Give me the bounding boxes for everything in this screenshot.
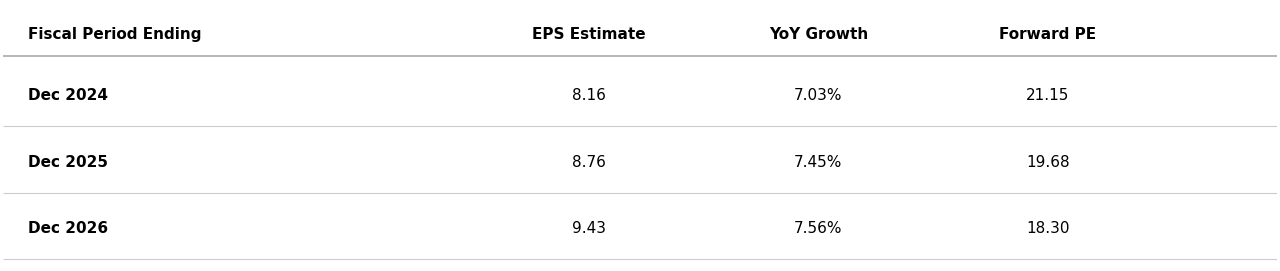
Text: 7.56%: 7.56% <box>794 221 842 236</box>
Text: Dec 2026: Dec 2026 <box>28 221 109 236</box>
Text: 9.43: 9.43 <box>572 221 605 236</box>
Text: 7.03%: 7.03% <box>794 88 842 103</box>
Text: 18.30: 18.30 <box>1027 221 1070 236</box>
Text: EPS Estimate: EPS Estimate <box>532 27 646 42</box>
Text: YoY Growth: YoY Growth <box>769 27 868 42</box>
Text: Forward PE: Forward PE <box>1000 27 1097 42</box>
Text: 7.45%: 7.45% <box>794 154 842 170</box>
Text: Dec 2025: Dec 2025 <box>28 154 109 170</box>
Text: 21.15: 21.15 <box>1027 88 1070 103</box>
Text: Fiscal Period Ending: Fiscal Period Ending <box>28 27 202 42</box>
Text: Dec 2024: Dec 2024 <box>28 88 109 103</box>
Text: 8.16: 8.16 <box>572 88 605 103</box>
Text: 8.76: 8.76 <box>572 154 605 170</box>
Text: 19.68: 19.68 <box>1027 154 1070 170</box>
